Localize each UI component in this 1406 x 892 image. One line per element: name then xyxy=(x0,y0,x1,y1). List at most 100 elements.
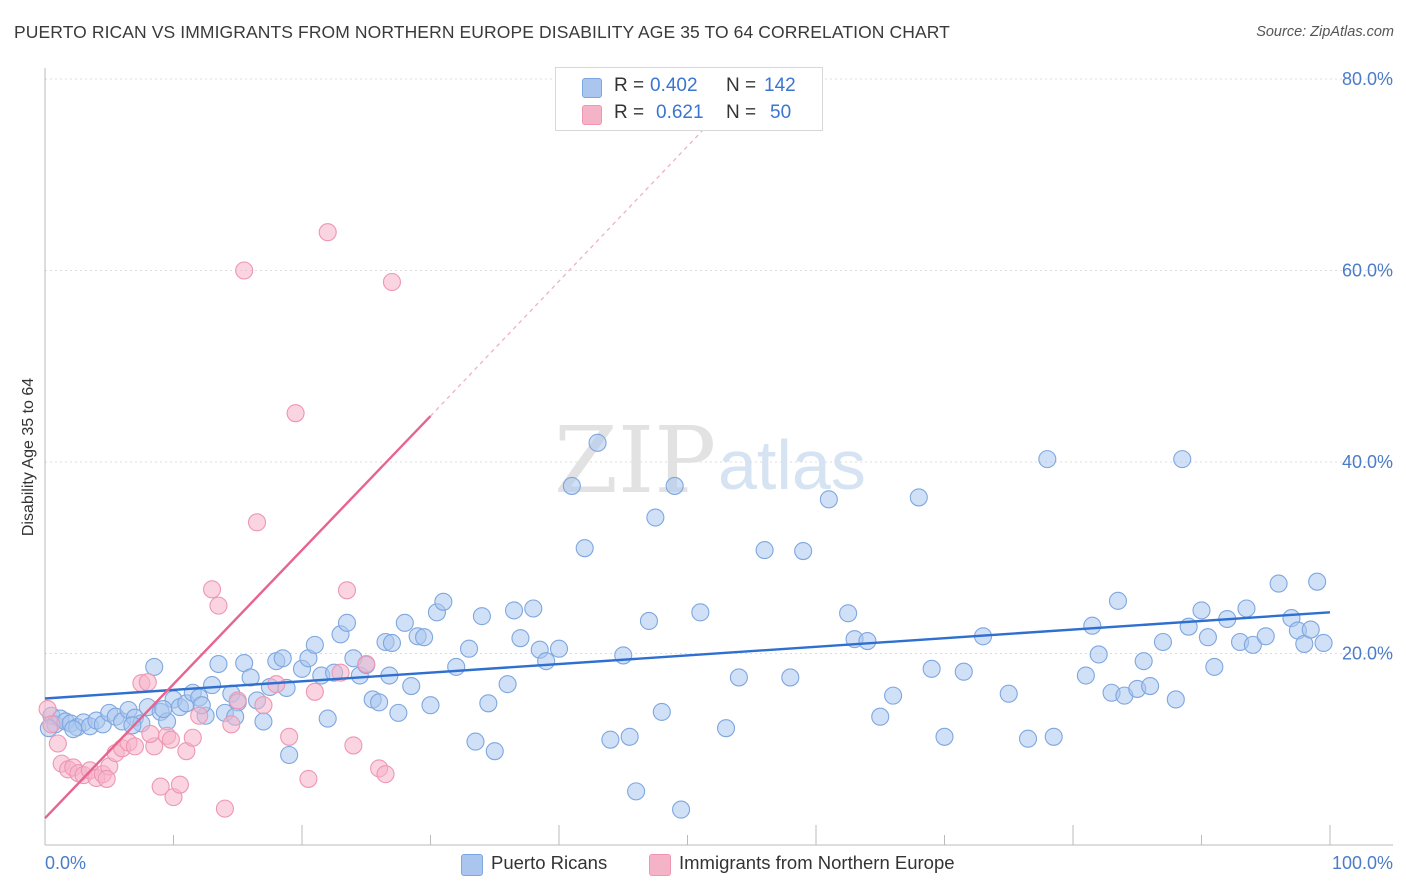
data-point xyxy=(781,668,800,687)
data-point xyxy=(1205,657,1224,676)
data-point xyxy=(215,799,234,818)
data-point xyxy=(716,719,736,738)
data-point xyxy=(652,702,671,721)
data-point xyxy=(395,613,414,632)
data-point xyxy=(839,604,858,623)
watermark-zip: ZIP xyxy=(554,407,716,514)
data-point xyxy=(434,592,453,611)
data-point xyxy=(280,745,299,765)
data-point xyxy=(170,775,189,794)
legend-n-label: N = xyxy=(726,102,757,123)
data-point xyxy=(305,682,324,701)
data-point xyxy=(382,633,402,653)
data-point xyxy=(241,668,260,687)
data-point xyxy=(235,261,254,280)
x-tick-label: 100.0% xyxy=(1332,853,1393,873)
data-point xyxy=(286,404,305,423)
data-point xyxy=(498,675,517,694)
data-point xyxy=(614,646,633,665)
data-point xyxy=(1198,628,1217,647)
data-point xyxy=(691,603,710,622)
data-point xyxy=(203,580,222,599)
data-point xyxy=(729,668,748,687)
data-point xyxy=(466,732,485,751)
data-point xyxy=(601,730,620,749)
legend-row-immigrants: R = 0.621 N = 50 xyxy=(556,101,822,127)
y-tick-label: 80.0% xyxy=(1342,69,1393,89)
data-point xyxy=(97,769,116,788)
data-point xyxy=(672,800,691,819)
data-point xyxy=(819,490,838,509)
trend-line-immigrants xyxy=(44,415,432,820)
y-tick-labels: 20.0% 40.0% 60.0% 80.0% xyxy=(1342,69,1393,664)
data-point xyxy=(954,662,973,681)
data-point xyxy=(1044,727,1063,746)
legend-n-label: N = xyxy=(726,75,757,96)
data-point xyxy=(511,629,530,648)
data-point xyxy=(447,657,466,676)
data-point xyxy=(1166,690,1185,709)
stats-legend: R = 0.402 N = 142 R = 0.621 N = 50 xyxy=(555,67,823,131)
data-point xyxy=(48,734,67,753)
data-point xyxy=(935,727,954,746)
data-point xyxy=(318,223,337,242)
data-point xyxy=(1192,601,1211,620)
legend-row-puerto-ricans: R = 0.402 N = 142 xyxy=(556,74,822,100)
data-point xyxy=(151,777,170,796)
data-point xyxy=(125,737,144,756)
data-point xyxy=(42,715,61,734)
data-point xyxy=(1269,574,1288,593)
data-point xyxy=(421,696,440,715)
data-point xyxy=(459,639,479,658)
watermark-atlas: atlas xyxy=(718,426,866,504)
trend-lines xyxy=(44,112,1331,820)
data-point xyxy=(1173,450,1192,469)
data-point xyxy=(871,707,890,726)
data-point xyxy=(1076,666,1095,685)
data-point xyxy=(280,727,299,746)
data-point xyxy=(562,476,581,495)
y-tick-label: 60.0% xyxy=(1342,261,1393,281)
data-point xyxy=(209,596,228,615)
x-tick-label: 0.0% xyxy=(45,853,86,873)
data-point xyxy=(209,654,228,674)
data-point xyxy=(1237,599,1256,618)
data-point xyxy=(145,657,164,676)
data-point xyxy=(1108,591,1128,610)
data-point xyxy=(504,601,524,620)
legend-r-value: 0.402 xyxy=(650,75,698,96)
data-point xyxy=(549,639,569,658)
legend-label: Immigrants from Northern Europe xyxy=(679,852,955,873)
data-point xyxy=(1089,645,1108,664)
y-axis-label: Disability Age 35 to 64 xyxy=(20,378,37,536)
data-point xyxy=(627,782,646,801)
data-point xyxy=(344,736,363,755)
data-point xyxy=(646,508,665,527)
x-tick-labels: 0.0% 100.0% xyxy=(45,853,1393,873)
data-points xyxy=(38,223,1333,819)
data-point xyxy=(588,433,607,452)
legend-label: Puerto Ricans xyxy=(491,852,608,873)
legend-swatch-pink xyxy=(582,105,602,125)
legend-r-label: R = xyxy=(614,102,645,123)
data-point xyxy=(337,613,357,632)
data-point xyxy=(138,673,157,692)
data-point xyxy=(999,684,1018,703)
data-point xyxy=(299,769,318,788)
data-point xyxy=(884,686,903,705)
data-point xyxy=(1153,632,1172,652)
data-point xyxy=(665,476,684,495)
data-point xyxy=(1083,616,1102,635)
data-point xyxy=(228,691,247,710)
data-point xyxy=(190,706,209,725)
legend-n-value: 50 xyxy=(770,102,792,123)
legend-r-label: R = xyxy=(614,75,645,96)
data-point xyxy=(620,727,639,746)
source-label: Source: ZipAtlas.com xyxy=(1256,24,1394,40)
data-point xyxy=(64,720,83,739)
chart-title: PUERTO RICAN VS IMMIGRANTS FROM NORTHERN… xyxy=(14,22,950,42)
data-point xyxy=(1038,450,1057,469)
watermark: ZIP atlas xyxy=(554,407,866,514)
data-point xyxy=(794,541,813,561)
